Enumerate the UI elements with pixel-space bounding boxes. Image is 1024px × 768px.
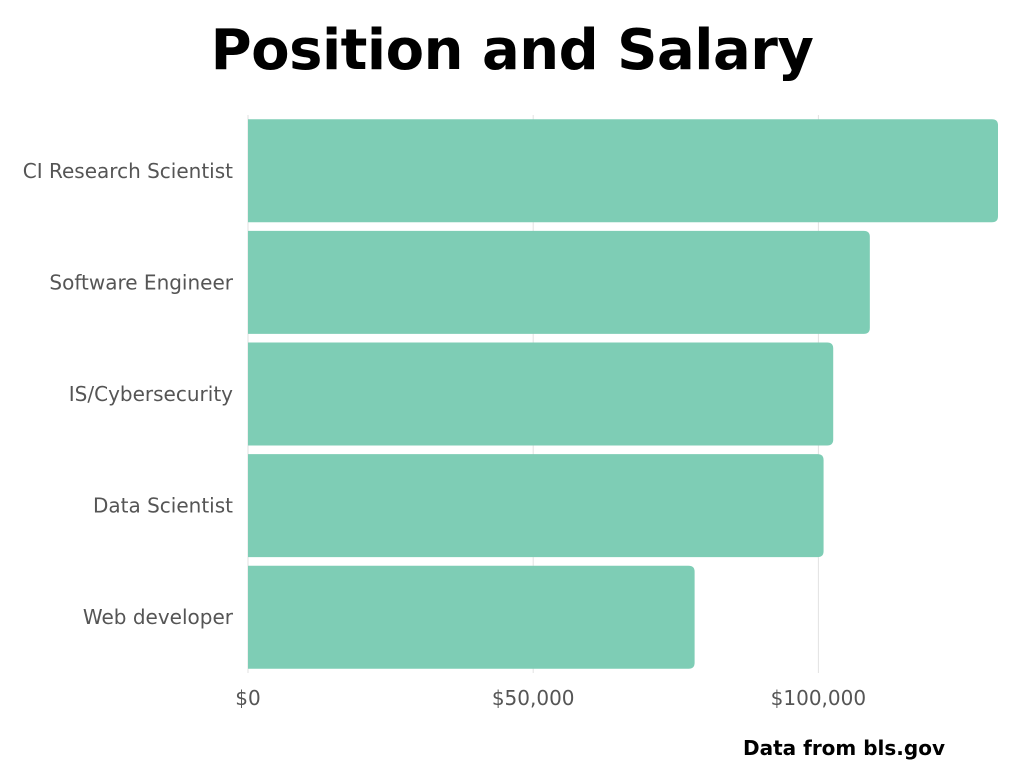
bar-web-developer [248,565,695,669]
category-label-1: Software Engineer [49,270,233,294]
chart-title: Position and Salary [210,18,814,83]
x-tick-labels: $0 $50,000 $100,000 [235,686,866,710]
x-tick-label-0: $0 [235,686,260,710]
bar-software-engineer [248,230,870,334]
category-label-0: CI Research Scientist [23,159,233,183]
bars [248,119,998,669]
category-label-3: Data Scientist [93,494,233,518]
x-tick-label-1: $50,000 [492,686,575,710]
bar-data-scientist [248,454,824,558]
category-label-2: IS/Cybersecurity [69,382,233,406]
bar-is-cybersecurity [248,342,834,446]
source-note: Data from bls.gov [743,736,945,760]
x-tick-label-2: $100,000 [771,686,866,710]
category-label-4: Web developer [83,605,234,629]
bar-ci-research-scientist [248,119,998,223]
category-labels: CI Research Scientist Software Engineer IS… [23,159,234,629]
